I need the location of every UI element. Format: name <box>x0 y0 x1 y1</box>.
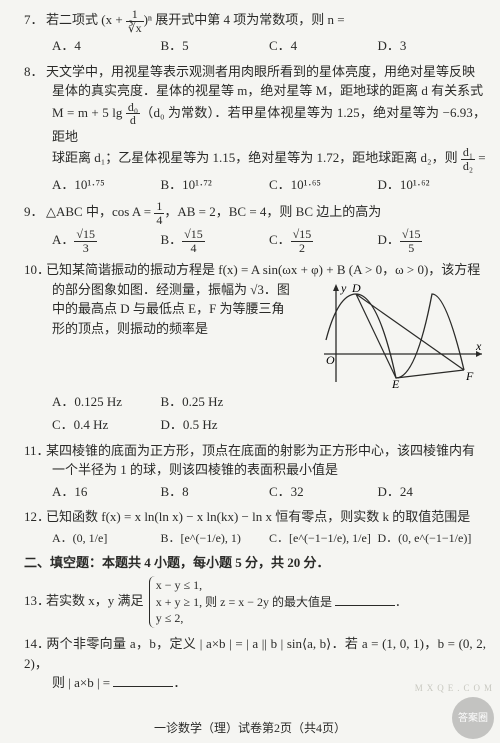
fig-label-d: D <box>351 281 361 295</box>
q7-opt-d: D．3 <box>378 36 487 56</box>
question-7: 7．若二项式 (x + 1∛x)ⁿ 展开式中第 4 项为常数项，则 n = A．… <box>24 8 486 56</box>
fig-label-x: x <box>475 339 482 353</box>
q12-opt-d: D．(0, e^(−1−1/e)] <box>378 529 487 547</box>
q13-blank <box>335 594 395 606</box>
question-11: 11．某四棱锥的底面为正方形，顶点在底面的射影为正方形中心，该四棱锥内有 一个半… <box>24 441 486 502</box>
q10-opt-b: B．0.25 Hz <box>161 392 270 412</box>
q7-text: 7．若二项式 (x + 1∛x)ⁿ 展开式中第 4 项为常数项，则 n = <box>24 8 486 34</box>
q11-num: 11． <box>24 441 46 461</box>
fig-label-f: F <box>465 369 474 383</box>
q9-opt-c: C．√152 <box>269 228 378 254</box>
question-12: 12．已知函数 f(x) = x ln(ln x) − x ln(kx) − l… <box>24 507 486 547</box>
fig-label-o: O <box>326 353 335 367</box>
fig-label-y: y <box>340 281 347 295</box>
question-9: 9．△ABC 中，cos A = 14，AB = 2，BC = 4，则 BC 边… <box>24 200 486 254</box>
q9-frac14: 14 <box>154 200 164 226</box>
q10-figure: O D E F x y <box>316 280 486 388</box>
q11-opt-d: D．24 <box>378 482 487 502</box>
q12-num: 12． <box>24 507 46 527</box>
q12-options: A．(0, 1/e] B．[e^(−1/e), 1) C．[e^(−1−1/e)… <box>24 529 486 547</box>
q8-opt-b: B．10¹·⁷² <box>161 175 270 195</box>
q12-opt-a: A．(0, 1/e] <box>52 529 161 547</box>
q10-num: 10． <box>24 260 46 280</box>
question-10: 10．已知某简谐振动的振动方程是 f(x) = A sin(ωx + φ) + … <box>24 260 486 435</box>
q9-opt-b: B．√154 <box>161 228 270 254</box>
page-footer: 一诊数学（理）试卷第2页（共4页） <box>0 719 500 737</box>
q9-options: A．√153 B．√154 C．√152 D．√155 <box>24 228 486 254</box>
q7-opt-a: A．4 <box>52 36 161 56</box>
q10-opt-c: C．0.4 Hz <box>52 415 161 435</box>
q10-opt-a: A．0.125 Hz <box>52 392 161 412</box>
q8-options: A．10¹·⁷⁵ B．10¹·⁷² C．10¹·⁶⁵ D．10¹·⁶² <box>24 175 486 195</box>
q8-frac-d1d2: d₁d₂ <box>461 146 475 172</box>
q11-opt-a: A．16 <box>52 482 161 502</box>
q13-num: 13． <box>24 591 46 611</box>
q11-options: A．16 B．8 C．32 D．24 <box>24 482 486 502</box>
watermark-text: MXQE.COM <box>415 682 496 696</box>
q8-frac-d0d: d₀d <box>126 101 140 127</box>
q10-options: A．0.125 Hz B．0.25 Hz <box>24 392 486 412</box>
q7-num: 7． <box>24 10 46 30</box>
q8-num: 8． <box>24 62 46 82</box>
q9-opt-a: A．√153 <box>52 228 161 254</box>
question-13: 13．若实数 x，y 满足 x − y ≤ 1, x + y ≥ 1, 则 z … <box>24 576 486 628</box>
q12-opt-b: B．[e^(−1/e), 1) <box>161 529 270 547</box>
q7-opt-b: B．5 <box>161 36 270 56</box>
q8-opt-a: A．10¹·⁷⁵ <box>52 175 161 195</box>
q13-system: x − y ≤ 1, x + y ≥ 1, 则 z = x − 2y 的最大值是… <box>149 576 411 628</box>
q9-num: 9． <box>24 202 46 222</box>
q14-blank <box>113 675 173 687</box>
section-2-heading: 二、填空题：本题共 4 小题，每小题 5 分，共 20 分． <box>24 553 486 573</box>
question-8: 8．天文学中，用视星等表示观测者用肉眼所看到的星体亮度，用绝对星等反映 星体的真… <box>24 62 486 194</box>
q8-opt-c: C．10¹·⁶⁵ <box>269 175 378 195</box>
q7-frac: 1∛x <box>126 8 144 34</box>
fig-label-e: E <box>391 377 400 388</box>
q11-opt-c: C．32 <box>269 482 378 502</box>
q11-opt-b: B．8 <box>161 482 270 502</box>
watermark-badge: 答案圈 <box>452 697 494 739</box>
q8-opt-d: D．10¹·⁶² <box>378 175 487 195</box>
q14-num: 14． <box>24 634 46 654</box>
q10-opt-d: D．0.5 Hz <box>161 415 270 435</box>
q12-opt-c: C．[e^(−1−1/e), 1/e] <box>269 529 378 547</box>
q9-opt-d: D．√155 <box>378 228 487 254</box>
q7-options: A．4 B．5 C．4 D．3 <box>24 36 486 56</box>
q7-opt-c: C．4 <box>269 36 378 56</box>
